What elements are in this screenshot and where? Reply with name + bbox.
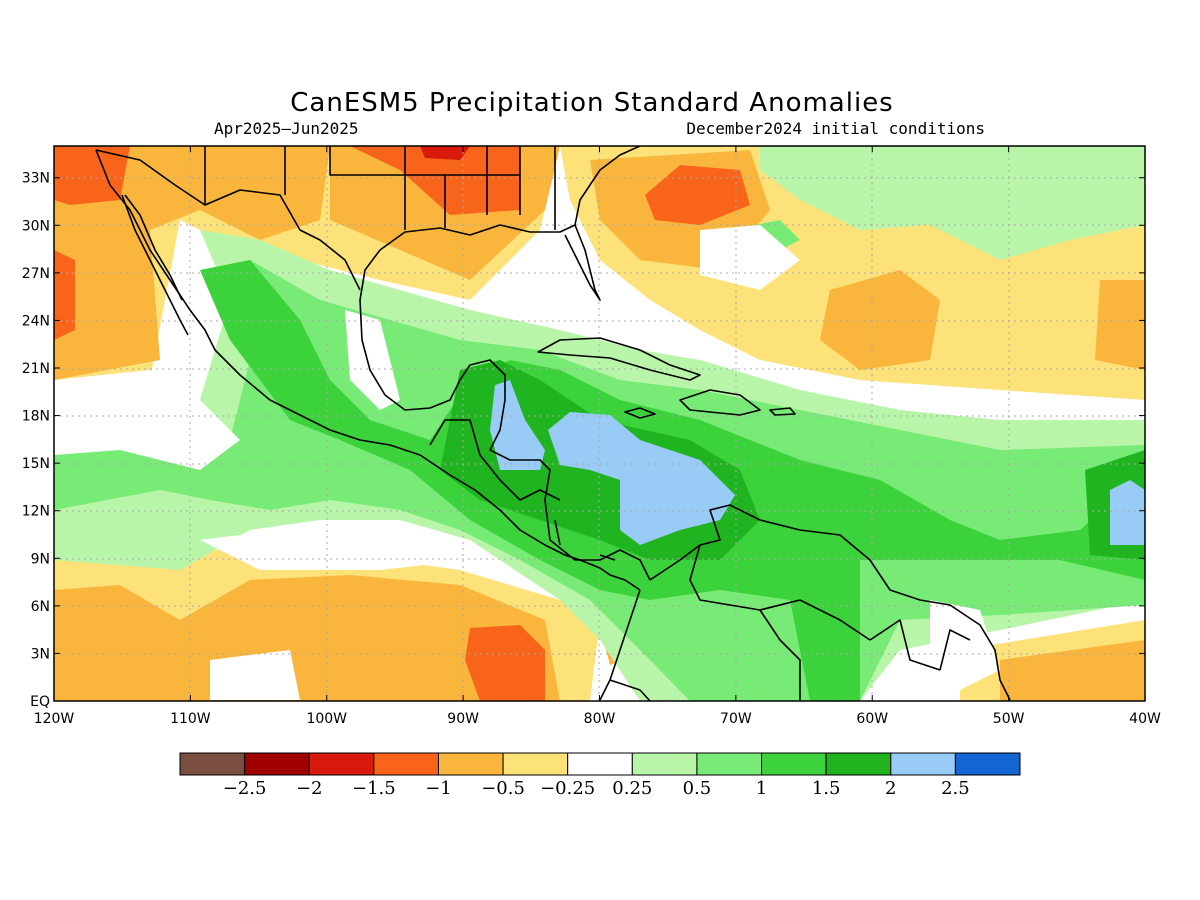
lat-label: 18N bbox=[22, 409, 50, 425]
colorbar-swatch bbox=[696, 752, 763, 776]
coast-hispaniola bbox=[679, 389, 761, 416]
colorbar-swatch bbox=[373, 752, 439, 776]
field-neutral-mexico bbox=[345, 310, 400, 410]
field-strong-dry-nw bbox=[54, 146, 130, 205]
colorbar-label: −1.5 bbox=[352, 778, 396, 799]
lat-label: 6N bbox=[31, 599, 50, 615]
field-strong-dry-nw-coast bbox=[54, 250, 75, 340]
border-us-states bbox=[204, 146, 556, 230]
colorbar-label: 1 bbox=[756, 778, 767, 799]
colorbar-label: −1 bbox=[425, 778, 452, 799]
anomaly-fields bbox=[54, 146, 1145, 701]
lat-label: 33N bbox=[22, 171, 50, 187]
colorbar-swatch bbox=[567, 752, 633, 776]
field-neutral-south bbox=[210, 650, 300, 700]
gridlines bbox=[54, 146, 1145, 701]
lon-label: 70W bbox=[720, 711, 752, 727]
colorbar-swatch bbox=[502, 752, 569, 776]
field-strong-dry-us bbox=[350, 146, 520, 215]
lon-label: 60W bbox=[856, 711, 888, 727]
coast-cuba bbox=[537, 337, 701, 381]
lon-label: 80W bbox=[584, 711, 616, 727]
lon-label: 90W bbox=[447, 711, 479, 727]
colorbar-swatch bbox=[179, 752, 246, 776]
colorbar-swatch bbox=[825, 752, 892, 776]
coast-jamaica bbox=[624, 407, 656, 419]
colorbar-swatch bbox=[244, 752, 310, 776]
lon-axis: 120W 110W 100W 90W 80W 70W 60W 50W 40W bbox=[34, 146, 1161, 727]
field-neutral-pacific bbox=[54, 370, 240, 470]
field-strong-dry-atlantic bbox=[645, 165, 750, 225]
map-area bbox=[54, 146, 1145, 701]
field-moderate-dry-south-atlantic bbox=[1000, 640, 1145, 701]
coastlines bbox=[95, 146, 1011, 701]
coast-mexico-pacific bbox=[95, 149, 641, 591]
field-very-wet-yucatan bbox=[490, 380, 545, 470]
lat-label: 30N bbox=[22, 218, 50, 234]
field-very-wet-caribbean bbox=[548, 412, 735, 545]
field-neutral-guianas bbox=[930, 600, 1000, 690]
colorbar-label: 2.5 bbox=[941, 778, 970, 799]
coast-us-east bbox=[574, 146, 641, 226]
lon-label: 110W bbox=[170, 711, 211, 727]
colorbar-swatch bbox=[890, 752, 956, 776]
lon-label: 100W bbox=[306, 711, 347, 727]
lat-label: 15N bbox=[22, 456, 50, 472]
colorbar-swatch bbox=[954, 752, 1021, 776]
init-conditions-label: December2024 initial conditions bbox=[686, 119, 985, 138]
coast-colombia-pacific bbox=[599, 589, 641, 701]
field-very-dry-us bbox=[420, 146, 470, 160]
colorbar-swatch bbox=[308, 752, 375, 776]
lon-label: 50W bbox=[993, 711, 1025, 727]
coast-central-america bbox=[489, 449, 651, 581]
colorbar: −2.5 −2 −1.5 −1 −0.5 −0.25 0.25 0.5 1 1.5 2 2.5 bbox=[179, 752, 1021, 799]
field-strong-dry-east-pacific bbox=[465, 625, 545, 701]
colorbar-label: −2 bbox=[296, 778, 323, 799]
field-neutral-atlantic bbox=[700, 225, 800, 290]
colorbar-label: −2.5 bbox=[223, 778, 267, 799]
border-central-america bbox=[429, 419, 616, 561]
coast-puerto-rico bbox=[769, 407, 796, 416]
lat-axis: 33N 30N 27N 24N 21N 18N 15N 12N 9N 6N 3N EQ bbox=[22, 171, 1145, 710]
colorbar-label: 2 bbox=[885, 778, 896, 799]
border-south-america bbox=[689, 544, 971, 700]
border-ecuador-peru bbox=[609, 679, 651, 701]
colorbar-label: 0.25 bbox=[612, 778, 652, 799]
figure-title: CanESM5 Precipitation Standard Anomalies bbox=[290, 88, 893, 118]
coast-south-america bbox=[649, 504, 1011, 701]
lat-label: 27N bbox=[22, 266, 50, 282]
border-us-mexico bbox=[95, 149, 361, 291]
colorbar-label: 0.5 bbox=[683, 778, 712, 799]
lon-label: 40W bbox=[1129, 711, 1161, 727]
field-neutral-pacific-south bbox=[200, 530, 470, 570]
coast-gulf bbox=[359, 224, 576, 451]
colorbar-swatch bbox=[631, 752, 698, 776]
colorbar-label: −0.25 bbox=[540, 778, 595, 799]
colorbar-label: −0.5 bbox=[481, 778, 525, 799]
field-moderate-dry-atlantic-2 bbox=[820, 270, 940, 370]
coast-florida bbox=[564, 224, 601, 301]
colorbar-label: 1.5 bbox=[812, 778, 841, 799]
lat-label: 12N bbox=[22, 504, 50, 520]
lat-label: 24N bbox=[22, 313, 50, 329]
field-moderate-dry-atlantic-3 bbox=[1095, 280, 1145, 370]
lon-label: 120W bbox=[34, 711, 75, 727]
colorbar-swatch bbox=[437, 752, 504, 776]
lat-label: 21N bbox=[22, 361, 50, 377]
field-very-wet-atlantic bbox=[1110, 480, 1145, 545]
lat-label: EQ bbox=[30, 694, 50, 710]
coast-baja bbox=[121, 194, 189, 336]
lat-label: 9N bbox=[31, 551, 50, 567]
lat-label: 3N bbox=[31, 646, 50, 662]
field-moderate-dry-nw bbox=[54, 146, 330, 380]
period-label: Apr2025–Jun2025 bbox=[214, 119, 359, 138]
field-wet-atlantic-north bbox=[760, 146, 1145, 260]
colorbar-swatch bbox=[761, 752, 827, 776]
